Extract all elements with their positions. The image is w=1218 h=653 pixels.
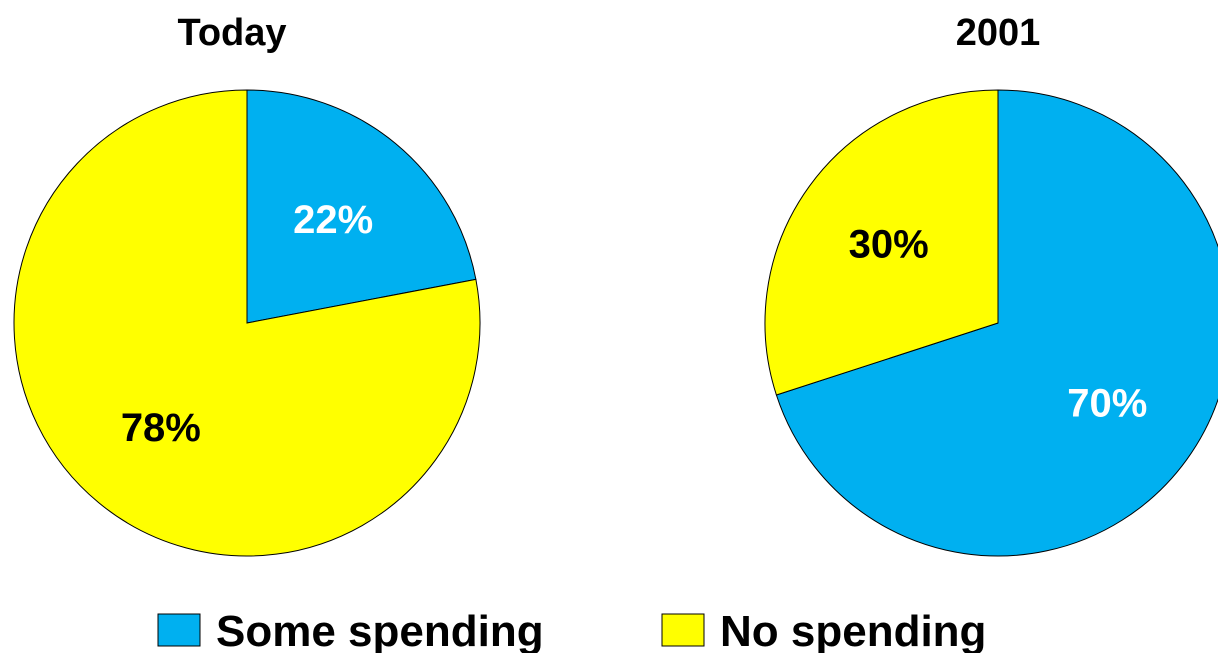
legend-swatch-some-spending <box>157 613 201 647</box>
pie-slice-today-some-spending <box>246 89 477 324</box>
legend-item-some-spending: Some spending <box>157 607 544 653</box>
legend-item-no-spending: No spending <box>661 607 986 653</box>
legend: Some spending No spending <box>157 607 986 653</box>
pie-chart-today: Today 22% 78% <box>13 12 481 557</box>
slice-label-2001-no-spending: 30% <box>849 223 929 267</box>
pie-title-2001: 2001 <box>956 12 1041 54</box>
pie-title-today: Today <box>177 12 286 54</box>
slice-label-today-no-spending: 78% <box>121 406 201 450</box>
legend-label-no-spending: No spending <box>720 607 986 653</box>
pie-slice-2001-no-spending <box>764 89 999 396</box>
legend-swatch-no-spending <box>661 613 705 647</box>
pie-slice-2001-some-spending <box>775 89 1218 557</box>
legend-label-some-spending: Some spending <box>216 607 544 653</box>
slice-label-2001-some-spending: 70% <box>1067 381 1147 425</box>
pie-chart-2001: 2001 70% 30% <box>764 12 1218 557</box>
slice-label-today-some-spending: 22% <box>293 198 373 242</box>
pie-slice-today-no-spending <box>13 89 481 557</box>
